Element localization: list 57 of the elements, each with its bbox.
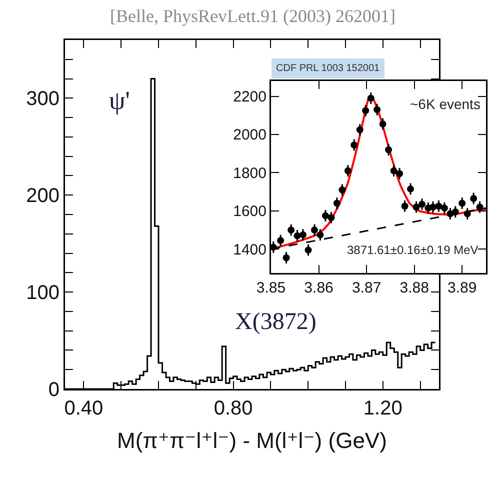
point (401, 202, 408, 210)
annotation: ~6K events (410, 96, 480, 112)
y-tick-label: 2000 (233, 126, 266, 144)
point (300, 231, 307, 238)
point (356, 126, 364, 134)
point (333, 200, 340, 207)
point (288, 226, 295, 234)
point (316, 231, 324, 238)
y-tick-label: 1600 (233, 203, 266, 220)
x-tick-label: 1.20 (363, 398, 402, 420)
point (367, 94, 374, 102)
point (304, 246, 312, 254)
point (350, 142, 358, 148)
point (277, 237, 284, 244)
point (310, 226, 318, 234)
point (440, 204, 448, 212)
point (322, 212, 329, 220)
point (418, 200, 426, 208)
point (458, 200, 466, 207)
point (429, 204, 436, 211)
text: [Belle, PhysRevLett.91 (2003) 262001] (110, 6, 396, 26)
point (407, 185, 414, 192)
annotation: 3871.61±0.16±0.19 MeV (347, 243, 478, 257)
point (396, 170, 404, 178)
point (464, 210, 471, 218)
point (362, 107, 370, 114)
annotation: X(3872) (235, 309, 316, 335)
x-tick-label: 0.40 (64, 398, 104, 420)
point (379, 120, 386, 128)
x-tick-label: 0.80 (214, 398, 253, 420)
y-tick-label: 1800 (233, 164, 266, 182)
x-tick-label: 3.89 (448, 280, 477, 296)
point (385, 146, 392, 154)
point (282, 254, 290, 262)
annotation: CDF PRL 1003 152001 (276, 63, 380, 74)
x-axis-title: M(π⁺π⁻l⁺l⁻) - M(l⁺l⁻) (GeV) (117, 428, 387, 454)
x-tick-label: 3.88 (400, 280, 429, 296)
y-tick-label: 300 (26, 88, 60, 110)
point (412, 204, 420, 211)
point (390, 167, 398, 174)
y-tick-label: 100 (26, 282, 60, 304)
x-tick-label: 3.86 (304, 280, 334, 296)
y-tick-label: 2200 (233, 88, 266, 106)
point (435, 202, 442, 210)
point (338, 186, 346, 194)
annotation: ψ' (109, 86, 130, 115)
x-tick-label: 3.85 (256, 280, 286, 296)
y-tick-label: 0 (48, 379, 60, 401)
point (328, 214, 335, 222)
point (344, 167, 352, 174)
y-tick-label: 200 (26, 185, 60, 208)
point (470, 194, 478, 202)
x-tick-label: 3.87 (352, 280, 382, 296)
point (374, 106, 381, 114)
point (452, 208, 459, 216)
point (476, 204, 484, 211)
y-tick-label: 1400 (233, 241, 266, 258)
